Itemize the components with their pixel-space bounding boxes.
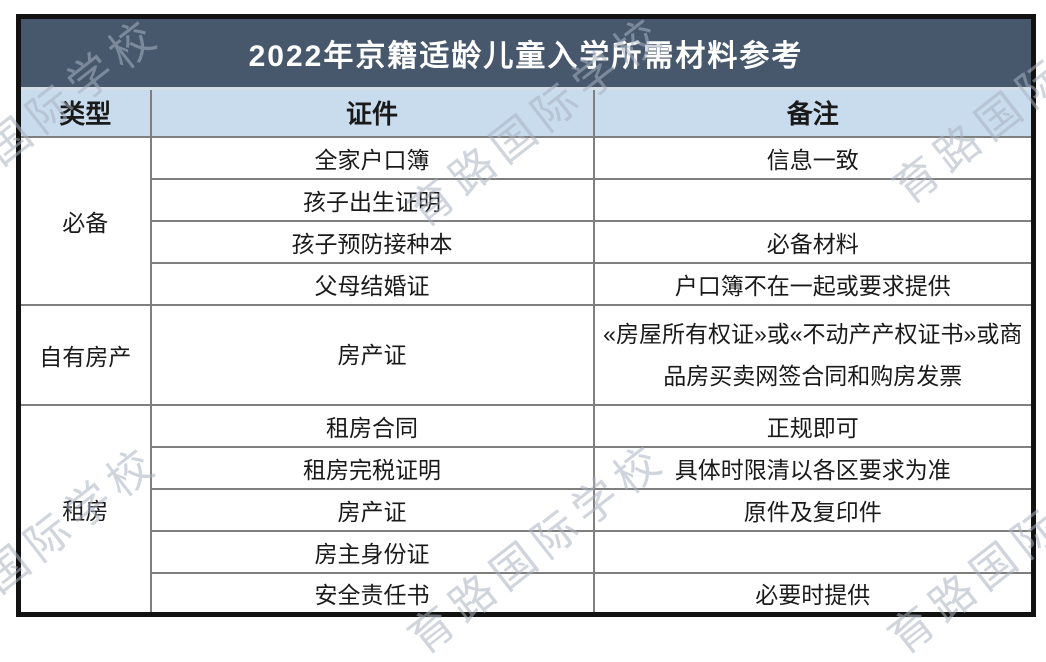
title-row: 2022年京籍适龄儿童入学所需材料参考 xyxy=(17,15,1035,90)
cert-cell: 房主身份证 xyxy=(149,529,595,574)
cert-cell: 房产证 xyxy=(149,487,595,532)
note-cell xyxy=(592,529,1035,574)
table-row: 租房 租房合同 正规即可 xyxy=(17,403,1035,616)
cert-cell: 孩子预防接种本 xyxy=(149,219,595,264)
note-cell: 必备材料 xyxy=(592,219,1035,264)
cert-cell: 全家户口簿 xyxy=(149,135,595,180)
note-cell: 正规即可 xyxy=(592,403,1035,448)
note-cell xyxy=(592,177,1035,222)
group-label-required: 必备 xyxy=(17,135,152,306)
cert-cell: 孩子出生证明 xyxy=(149,177,595,222)
cert-cell: 房产证 xyxy=(149,303,595,406)
table-row: 孩子预防接种本 必备材料 xyxy=(19,219,1035,264)
table-row: 自有房产 房产证 «房屋所有权证»或«不动产产权证书»或商品房买卖网签合同和购房… xyxy=(17,303,1035,406)
note-cell: 必要时提供 xyxy=(592,571,1035,616)
note-cell: «房屋所有权证»或«不动产产权证书»或商品房买卖网签合同和购房发票 xyxy=(592,303,1035,406)
table-row: 父母结婚证 户口簿不在一起或要求提供 xyxy=(19,261,1035,306)
group-label-owned-property: 自有房产 xyxy=(17,303,152,406)
header-row: 类型 证件 备注 xyxy=(17,87,1035,138)
table-row: 房主身份证 xyxy=(19,529,1035,574)
table-row: 必备 全家户口簿 信息一致 xyxy=(17,135,1035,306)
table-title: 2022年京籍适龄儿童入学所需材料参考 xyxy=(17,15,1035,90)
note-cell: 信息一致 xyxy=(592,135,1035,180)
table-row: 房产证 原件及复印件 xyxy=(19,487,1035,532)
note-cell: 具体时限清以各区要求为准 xyxy=(592,445,1035,490)
column-header-cert: 证件 xyxy=(149,87,595,138)
cert-cell: 租房完税证明 xyxy=(149,445,595,490)
group-label-rental: 租房 xyxy=(17,403,152,616)
cert-cell: 父母结婚证 xyxy=(149,261,595,306)
note-cell: 户口簿不在一起或要求提供 xyxy=(592,261,1035,306)
note-cell: 原件及复印件 xyxy=(592,487,1035,532)
cert-cell: 租房合同 xyxy=(149,403,595,448)
table-row: 租房完税证明 具体时限清以各区要求为准 xyxy=(19,445,1035,490)
column-header-type: 类型 xyxy=(17,87,152,138)
cert-cell: 安全责任书 xyxy=(149,571,595,616)
materials-table: 2022年京籍适龄儿童入学所需材料参考 类型 证件 备注 必备 全家户口簿 信息… xyxy=(16,14,1037,617)
column-header-note: 备注 xyxy=(592,87,1035,138)
table-row: 孩子出生证明 xyxy=(19,177,1035,222)
table-row: 安全责任书 必要时提供 xyxy=(19,571,1035,616)
